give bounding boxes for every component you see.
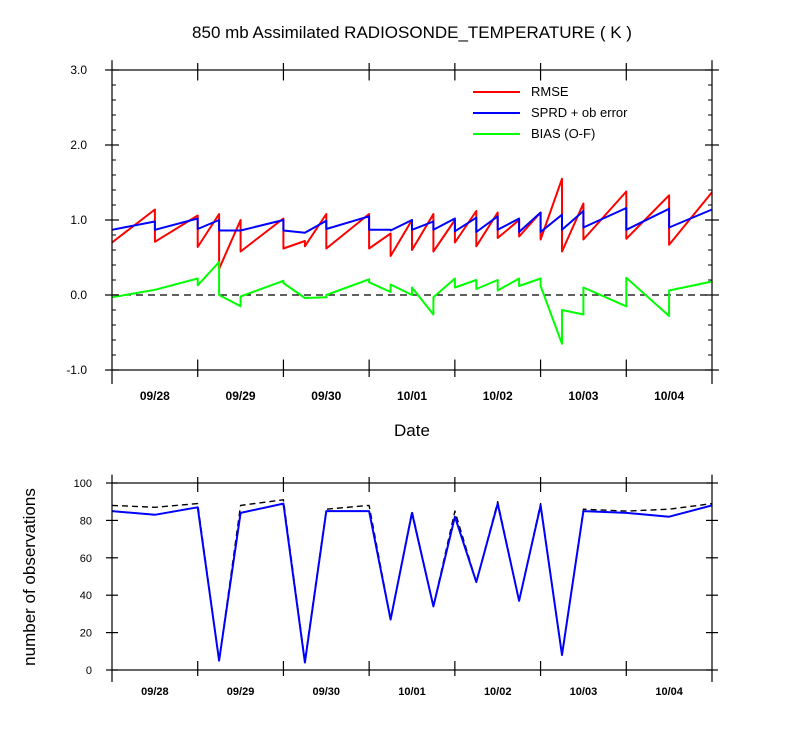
series-line-bias-o-f: [111, 261, 713, 345]
legend: RMSE SPRD + ob error BIAS (O-F): [473, 84, 628, 141]
y-tick-labels: 0 20 40 60 80 100: [74, 478, 92, 677]
plot-frame: [111, 69, 713, 371]
x-tick-labels: 09/28 09/29 09/30 10/01 10/02 10/03 10/04: [140, 389, 685, 403]
x-axis-title: Date: [394, 421, 430, 440]
y-tick-label: 0.0: [70, 288, 87, 302]
y-tick-label: 100: [74, 478, 92, 490]
x-tick-label: 10/03: [568, 389, 598, 403]
tick-marks: [106, 474, 718, 682]
x-tick-label: 10/01: [398, 686, 426, 698]
y-axis-title: number of observations: [20, 488, 39, 666]
x-tick-label: 09/30: [313, 686, 341, 698]
series-group: [111, 177, 713, 345]
y-tick-label: 40: [80, 590, 92, 602]
legend-label-bias-o-f: BIAS (O-F): [531, 126, 595, 141]
x-tick-labels: 09/28 09/29 09/30 10/01 10/02 10/03 10/04: [141, 686, 684, 698]
x-tick-label: 10/02: [483, 389, 513, 403]
x-tick-label: 10/03: [570, 686, 598, 698]
series-line-possible-observations: [111, 499, 713, 662]
x-tick-label: 10/01: [397, 389, 427, 403]
x-tick-label: 09/29: [226, 389, 256, 403]
x-tick-label: 09/28: [140, 389, 170, 403]
legend-label-rmse: RMSE: [531, 84, 569, 99]
y-tick-label: 0: [86, 665, 92, 677]
x-tick-label: 10/04: [655, 686, 683, 698]
x-tick-label: 09/30: [311, 389, 341, 403]
y-tick-label: -1.0: [66, 363, 87, 377]
series-group: [111, 499, 713, 664]
y-tick-label: 2.0: [70, 138, 87, 152]
y-tick-label: 1.0: [70, 213, 87, 227]
y-tick-labels: -1.0 0.0 1.0 2.0 3.0: [66, 63, 87, 377]
y-tick-label: 60: [80, 553, 92, 565]
x-tick-label: 09/29: [227, 686, 255, 698]
x-tick-label: 09/28: [141, 686, 169, 698]
plot-frame: [111, 482, 713, 671]
chart-title: 850 mb Assimilated RADIOSONDE_TEMPERATUR…: [192, 23, 632, 42]
observations-panel: number of observations 0 20 40 60 80 100 09/2…: [20, 474, 718, 698]
y-tick-label: 3.0: [70, 63, 87, 77]
y-tick-label: 20: [80, 628, 92, 640]
x-tick-label: 10/02: [484, 686, 512, 698]
x-tick-label: 10/04: [654, 389, 684, 403]
series-line-used-observations: [111, 502, 713, 664]
series-line-sprd-ob-error: [111, 207, 713, 234]
y-tick-label: 80: [80, 515, 92, 527]
rmse-panel: 850 mb Assimilated RADIOSONDE_TEMPERATUR…: [66, 23, 719, 440]
legend-label-sprd-ob-error: SPRD + ob error: [531, 105, 628, 120]
